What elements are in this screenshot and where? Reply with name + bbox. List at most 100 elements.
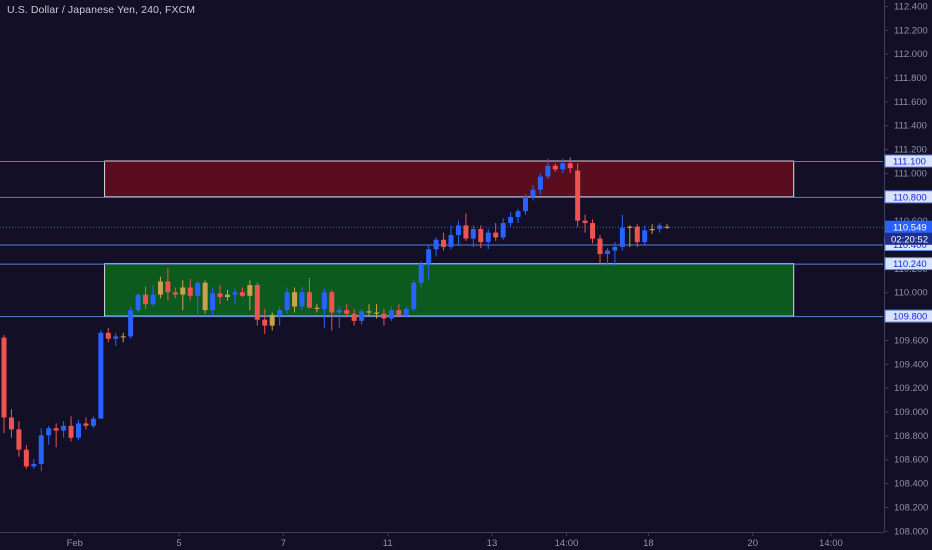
candle-body: [530, 189, 536, 197]
candle: [418, 261, 424, 288]
candle-body: [247, 285, 253, 296]
candle: [269, 312, 275, 331]
candle-body: [336, 310, 342, 313]
candle: [388, 306, 394, 321]
candle-body: [508, 217, 514, 224]
candle: [247, 280, 253, 311]
time-axis[interactable]: Feb 5 7 11 13 14:00 18 20 14:00: [0, 532, 884, 549]
candle: [254, 282, 260, 326]
candle-body: [135, 294, 141, 311]
candle: [217, 285, 223, 305]
candle: [284, 287, 290, 314]
candle-body: [321, 292, 327, 309]
candle: [567, 157, 573, 173]
candle: [508, 212, 514, 227]
candle: [552, 163, 558, 172]
x-tick-label: 7: [281, 538, 286, 549]
candle: [128, 306, 134, 339]
y-tick-label: 112.000: [894, 49, 928, 60]
candle: [441, 232, 447, 251]
candle: [604, 248, 610, 266]
candle: [180, 280, 186, 311]
y-tick-label: 109.000: [894, 407, 928, 418]
candle-body: [582, 220, 588, 224]
candle: [500, 218, 506, 240]
candle-body: [381, 313, 387, 319]
candle: [642, 225, 648, 245]
candle-body: [567, 163, 573, 169]
candle-body: [433, 239, 439, 250]
candle: [314, 304, 320, 313]
candle: [143, 286, 149, 309]
candle-body: [478, 229, 484, 243]
candle-body: [515, 211, 521, 218]
price-tags-layer: 111.100 110.800 110.400 110.240 109.800 110.5…: [884, 154, 932, 323]
candle-body: [232, 292, 238, 295]
demand-zone: [104, 263, 795, 317]
level-tag-label: 110.240: [893, 259, 927, 270]
candle-body: [418, 263, 424, 283]
candle: [530, 184, 536, 201]
candle-body: [239, 292, 245, 296]
candle-body: [597, 238, 603, 255]
candle: [664, 224, 670, 230]
candle-body: [210, 293, 216, 311]
candle: [374, 304, 379, 319]
candle-body: [172, 292, 178, 295]
candle: [61, 421, 67, 438]
candle: [523, 194, 528, 215]
candle-body: [202, 282, 208, 311]
candle-body: [560, 163, 566, 170]
level-tag: [884, 309, 932, 323]
y-tick-label: 111.800: [894, 73, 927, 84]
supply-zone: [104, 160, 795, 198]
candle: [359, 308, 365, 325]
candle: [366, 304, 372, 317]
y-tick-label: 111.400: [894, 121, 927, 132]
candle-body: [619, 227, 625, 247]
candle: [195, 281, 201, 317]
candle-body: [396, 310, 402, 315]
candle-body: [470, 229, 476, 239]
candle: [23, 444, 29, 469]
candle-body: [1, 337, 7, 418]
y-tick-label: 108.600: [894, 455, 928, 466]
candle-body: [426, 249, 432, 264]
candle-body: [269, 314, 275, 326]
candle: [150, 285, 156, 307]
candle-body: [374, 312, 379, 314]
candle: [262, 308, 268, 334]
candle: [210, 287, 216, 317]
candle-body: [46, 428, 52, 436]
candle: [411, 280, 417, 312]
candle: [336, 306, 342, 329]
candle: [299, 287, 305, 311]
candle-body: [634, 226, 640, 243]
candle: [232, 288, 238, 305]
candle-body: [537, 176, 543, 190]
x-tick-label: Feb: [67, 538, 83, 549]
candle: [649, 224, 655, 234]
candle-body: [38, 435, 44, 465]
candle-body: [366, 311, 372, 313]
candle: [426, 244, 432, 281]
candle-body: [299, 292, 305, 307]
candle-body: [83, 423, 89, 426]
candle: [53, 423, 59, 448]
candles-layer: [1, 157, 670, 472]
y-tick-label: 109.600: [894, 335, 928, 346]
candle-body: [76, 423, 81, 438]
x-tick-label: 14:00: [819, 538, 843, 549]
candle: [537, 172, 543, 195]
candle-body: [575, 170, 581, 221]
candle: [455, 220, 461, 245]
current-price-label: 110.549: [893, 222, 927, 233]
candle: [98, 330, 104, 419]
x-tick-label: 5: [176, 538, 181, 549]
x-tick-label: 11: [383, 538, 393, 549]
candle-body: [344, 310, 350, 314]
candle: [83, 417, 89, 430]
candle-body: [53, 428, 59, 431]
